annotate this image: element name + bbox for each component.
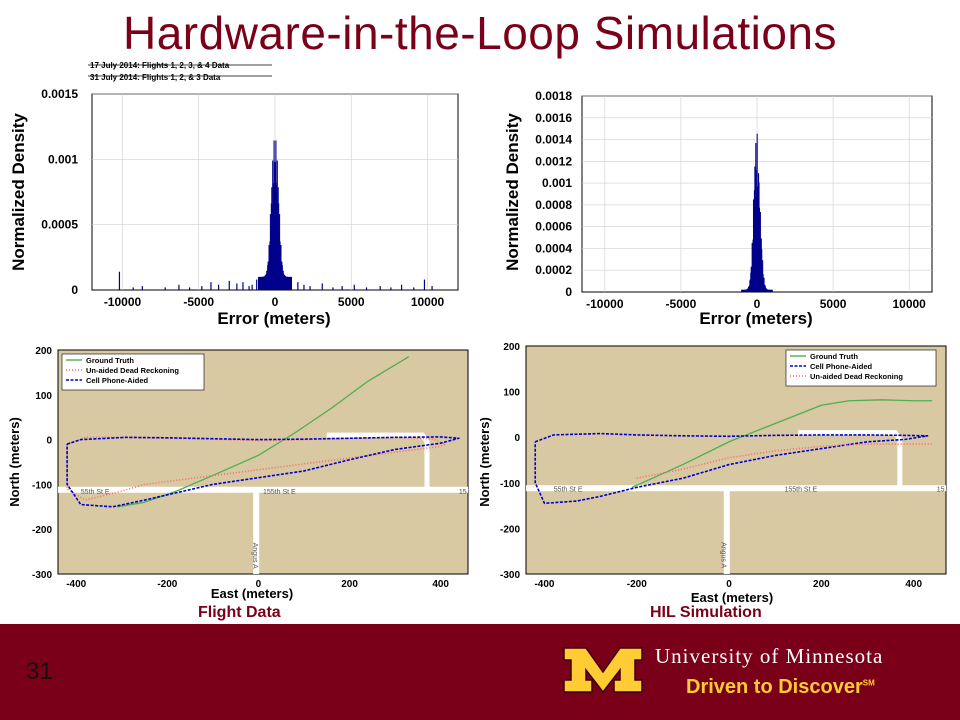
map-street-label: 55th St E <box>554 486 583 493</box>
map-street-label: Angus A <box>251 543 258 569</box>
trajectory-line <box>66 436 460 508</box>
x-tick-label: -400 <box>534 579 554 590</box>
y-tick-label: 0.0014 <box>535 133 572 147</box>
y-tick-label: 0 <box>71 283 78 297</box>
x-tick-label: 10000 <box>892 297 926 311</box>
y-tick-label: -200 <box>500 524 520 535</box>
legend-entry: Ground Truth <box>810 352 858 361</box>
legend-entry: Cell Phone-Aided <box>86 376 149 385</box>
x-tick-label: -5000 <box>183 295 214 309</box>
tagline-text: Driven to Discover <box>686 676 863 698</box>
histogram-hil-simulation: -10000 -5000 0 5000 10000 0 0.0002 0.0004 0.0006… <box>503 89 933 328</box>
x-tick-label: -10000 <box>586 297 624 311</box>
y-axis-label: Normalized Density <box>503 113 522 271</box>
trajectory-line <box>636 443 933 480</box>
map-street-label: Angus A <box>719 542 726 568</box>
y-tick-label: -100 <box>500 479 520 490</box>
x-tick-label: 10000 <box>411 295 445 309</box>
x-tick-label: 0 <box>272 295 279 309</box>
slide-title: Hardware-in-the-Loop Simulations <box>123 7 837 59</box>
y-tick-label: 0.0002 <box>535 263 572 277</box>
histogram-flight-data: -10000 -5000 0 5000 1000000.00050.0010.0015 … <box>9 61 459 328</box>
y-tick-label: -300 <box>32 570 52 581</box>
y-tick-label: 0.001 <box>542 176 572 190</box>
x-tick-label: 200 <box>341 579 358 590</box>
y-tick-label: 200 <box>35 346 52 357</box>
y-tick-label: -200 <box>32 525 52 536</box>
y-tick-label: 0 <box>46 436 52 447</box>
y-tick-label: 100 <box>35 391 52 402</box>
road-driveway <box>326 432 430 490</box>
legend-entry-31-july: 31 July 2014: Flights 1, 2, & 3 Data <box>90 73 221 82</box>
service-mark: SM <box>862 678 875 688</box>
slide-number: 31 <box>26 658 53 685</box>
x-axis-label: Error (meters) <box>699 309 812 328</box>
y-tick-label: 0.0005 <box>41 218 78 232</box>
x-tick-label: 0 <box>726 579 732 590</box>
block-m-logo <box>563 647 643 694</box>
road-driveway <box>798 430 903 489</box>
x-tick-label: -400 <box>66 579 86 590</box>
y-tick-label: -100 <box>32 480 52 491</box>
x-tick-label: -10000 <box>104 295 142 309</box>
map-street-label: 15 <box>937 486 945 493</box>
x-tick-label: 200 <box>813 579 830 590</box>
y-tick-label: 0.0012 <box>535 154 572 168</box>
x-tick-label: -200 <box>157 579 177 590</box>
y-tick-label: 0.0018 <box>535 89 572 103</box>
trajectory-line <box>117 356 410 508</box>
y-axis-label: North (meters) <box>7 417 22 507</box>
y-tick-label: 0 <box>565 285 572 299</box>
x-axis-label: East (meters) <box>211 586 293 601</box>
map-hil-simulation: 55th St E 155th St E 15 Angus A -400 -200 0 20… <box>480 342 947 605</box>
caption-flight-data: Flight Data <box>198 604 281 621</box>
legend-entry-17-july: 17 July 2014: Flights 1, 2, 3, & 4 Data <box>90 61 230 70</box>
tagline: Driven to DiscoverSM <box>686 676 875 699</box>
university-name: University of Minnesota <box>655 644 884 668</box>
map-street-label: 15 <box>459 489 467 496</box>
y-tick-label: 0.0004 <box>535 241 572 255</box>
x-tick-label: -200 <box>627 579 647 590</box>
x-tick-label: 400 <box>432 579 449 590</box>
x-axis-label: East (meters) <box>691 590 773 605</box>
caption-hil-simulation: HIL Simulation <box>650 604 762 621</box>
x-tick-label: 0 <box>754 297 761 311</box>
map-street-label: 55th St E <box>81 489 110 496</box>
trajectory-line <box>631 399 933 488</box>
x-tick-label: 5000 <box>338 295 365 309</box>
y-tick-label: 0.0015 <box>41 87 78 101</box>
map-street-label: 155th St E <box>263 489 296 496</box>
legend-entry: Un-aided Dead Reckoning <box>86 366 179 375</box>
x-tick-label: 0 <box>256 579 262 590</box>
y-tick-label: 0.001 <box>48 152 78 166</box>
y-tick-label: 0.0006 <box>535 220 572 234</box>
legend-entry: Un-aided Dead Reckoning <box>810 372 903 381</box>
map-flight-data: 55th St E 155th St E 15 Angus A -400 -200 0 20… <box>7 346 469 601</box>
x-tick-label: -5000 <box>666 297 697 311</box>
trajectory-line <box>534 432 929 505</box>
y-axis-label: North (meters) <box>480 417 492 507</box>
x-tick-label: 400 <box>905 579 922 590</box>
y-tick-label: 0.0008 <box>535 198 572 212</box>
legend-box <box>61 353 205 391</box>
legend-entry: Cell Phone-Aided <box>810 362 873 371</box>
y-tick-label: 200 <box>503 342 520 353</box>
x-tick-label: 5000 <box>820 297 847 311</box>
y-tick-label: 100 <box>503 388 520 399</box>
y-tick-label: -300 <box>500 570 520 581</box>
legend-entry: Ground Truth <box>86 356 134 365</box>
legend-box <box>785 349 937 387</box>
footer-bar: 31 University of Minnesota Driven to Dis… <box>0 624 960 720</box>
y-axis-label: Normalized Density <box>9 113 28 271</box>
y-tick-label: 0 <box>514 433 520 444</box>
map-street-label: 155th St E <box>784 486 817 493</box>
y-tick-label: 0.0016 <box>535 111 572 125</box>
x-axis-label: Error (meters) <box>217 309 330 328</box>
